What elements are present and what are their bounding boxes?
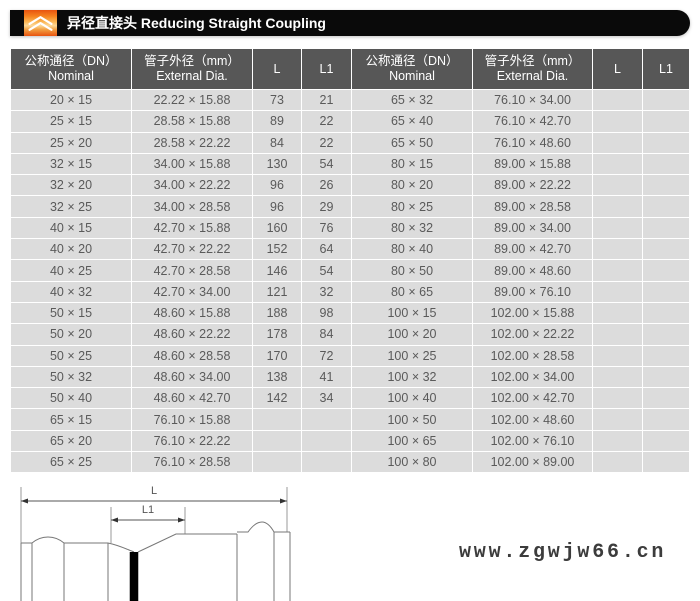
svg-text:L1: L1: [142, 504, 154, 516]
svg-text:L: L: [151, 485, 157, 497]
